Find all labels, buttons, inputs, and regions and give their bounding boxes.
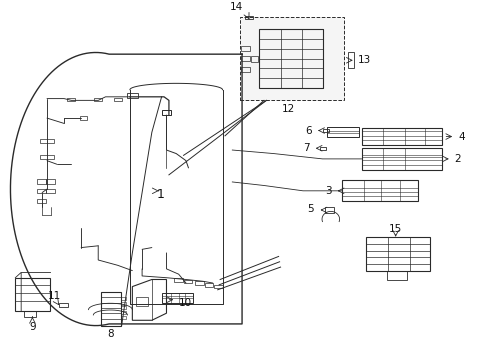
Bar	[136, 297, 148, 306]
Bar	[259, 30, 322, 88]
Text: 6: 6	[305, 126, 311, 135]
Bar	[325, 207, 333, 213]
Bar	[327, 127, 358, 137]
Bar	[194, 281, 203, 285]
Text: 8: 8	[107, 329, 114, 339]
Bar	[94, 98, 102, 101]
Bar	[239, 17, 344, 100]
Text: 10: 10	[178, 298, 191, 307]
Bar	[121, 311, 126, 314]
Bar	[121, 306, 126, 309]
Bar	[240, 46, 250, 51]
Bar	[361, 148, 441, 170]
Bar	[37, 189, 46, 193]
Bar	[173, 278, 182, 282]
Text: 3: 3	[324, 186, 330, 196]
Bar	[347, 53, 353, 68]
Bar	[341, 180, 417, 202]
Text: 5: 5	[307, 203, 314, 213]
Bar	[80, 116, 87, 120]
Text: 7: 7	[302, 143, 309, 153]
Bar	[161, 110, 171, 115]
Bar	[46, 189, 55, 193]
Bar	[386, 271, 406, 280]
Text: 9: 9	[29, 322, 36, 332]
Bar	[15, 278, 50, 311]
Bar	[121, 302, 126, 305]
Text: 2: 2	[453, 154, 460, 164]
Bar	[121, 297, 126, 300]
Bar	[40, 139, 54, 143]
Text: 1: 1	[157, 188, 164, 201]
Bar	[361, 128, 441, 145]
Bar	[240, 57, 250, 61]
Bar	[127, 93, 138, 98]
Bar	[245, 16, 253, 19]
Bar	[183, 280, 192, 283]
Bar	[114, 98, 122, 101]
Bar	[204, 283, 213, 287]
Bar	[320, 147, 325, 150]
Bar	[24, 311, 36, 317]
Text: 14: 14	[230, 3, 243, 12]
Bar	[121, 316, 126, 319]
Bar	[67, 98, 75, 101]
Bar	[250, 57, 257, 62]
Text: 13: 13	[357, 55, 370, 65]
Bar	[161, 293, 193, 302]
Bar	[37, 199, 46, 203]
Bar	[240, 67, 250, 72]
Bar	[37, 180, 46, 184]
Bar	[366, 237, 429, 271]
Text: 4: 4	[457, 131, 464, 141]
Bar	[40, 155, 54, 159]
Bar	[214, 285, 223, 288]
Text: 15: 15	[388, 224, 402, 234]
Text: 12: 12	[281, 104, 294, 114]
Bar	[46, 180, 55, 184]
Bar	[322, 129, 329, 132]
Bar	[59, 303, 68, 307]
Bar	[101, 292, 121, 325]
Text: 11: 11	[48, 291, 61, 301]
